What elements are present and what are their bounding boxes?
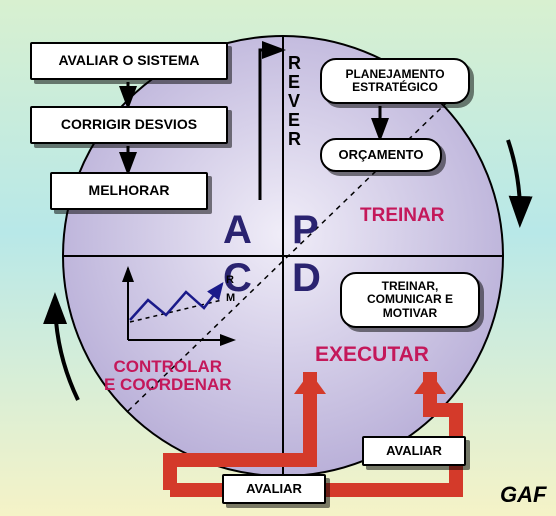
box-corrigir-desvios: CORRIGIR DESVIOS — [30, 106, 228, 144]
quadrant-d: D — [292, 256, 321, 301]
mini-label-r: R — [226, 274, 234, 286]
signature-gaf: GAF — [500, 482, 546, 508]
label-rever: REVER — [288, 54, 302, 148]
label-treinar: TREINAR — [360, 206, 444, 226]
box-planejamento: PLANEJAMENTO ESTRATÉGICO — [320, 58, 470, 104]
quadrant-a: A — [223, 208, 252, 253]
box-avaliar-1: AVALIAR — [362, 436, 466, 466]
label-executar: EXECUTAR — [315, 344, 429, 366]
box-treinar-comunicar: TREINAR, COMUNICAR E MOTIVAR — [340, 272, 480, 328]
pdca-diagram: A P C D TREINAR EXECUTAR CONTROLAR E COO… — [0, 0, 556, 516]
box-orcamento: ORÇAMENTO — [320, 138, 442, 172]
box-avaliar-sistema: AVALIAR O SISTEMA — [30, 42, 228, 80]
box-avaliar-2: AVALIAR — [222, 474, 326, 504]
label-controlar: CONTROLAR E COORDENAR — [104, 358, 232, 394]
box-melhorar: MELHORAR — [50, 172, 208, 210]
mini-label-m: M — [226, 292, 235, 304]
quadrant-p: P — [292, 208, 319, 253]
